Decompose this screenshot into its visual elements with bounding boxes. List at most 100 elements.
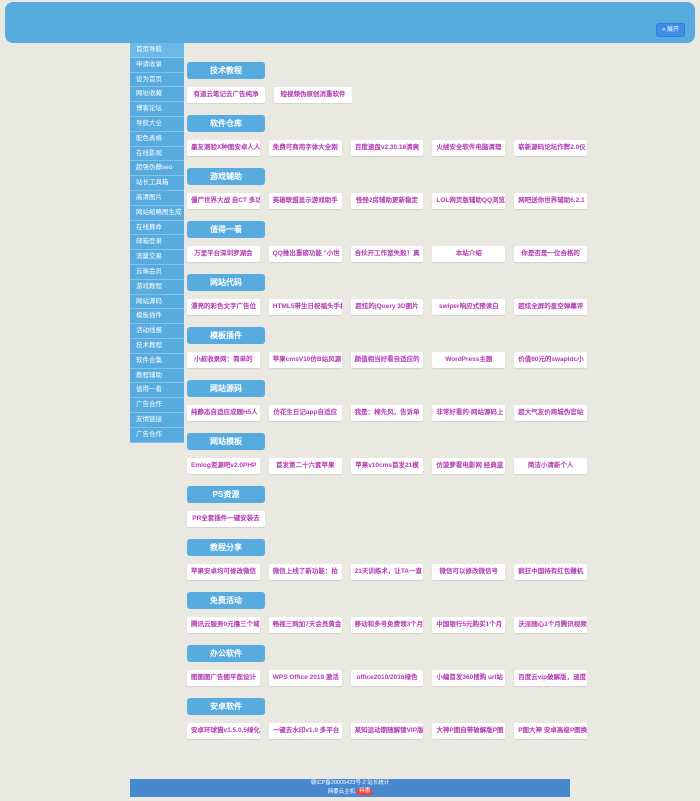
sidebar-item[interactable]: 设为首页 bbox=[130, 73, 184, 88]
link-button[interactable]: Emlog资源吧v2.0PHP bbox=[187, 458, 260, 474]
sidebar-item[interactable]: 软件合集 bbox=[130, 354, 184, 369]
link-button[interactable]: 非常好看的-网站源码上 bbox=[432, 405, 506, 421]
section-header[interactable]: 免费活动 bbox=[187, 592, 265, 609]
link-button[interactable]: WPS Office 2019 激活 bbox=[268, 670, 342, 686]
sidebar-item[interactable]: 超强伪静seo bbox=[130, 161, 184, 177]
link-button[interactable]: 短视频伪原创消重软件 bbox=[274, 87, 352, 103]
link-button[interactable]: 苹果安卓均可修改微信 bbox=[187, 564, 260, 580]
link-button[interactable]: 21天训练术，让TA一直 bbox=[350, 564, 424, 580]
link-button[interactable]: 火绒安全软件电脑清理 bbox=[432, 140, 506, 156]
section-header[interactable]: 教程分享 bbox=[187, 539, 265, 556]
sidebar-item[interactable]: 流量交易 bbox=[130, 250, 184, 265]
section-header[interactable]: 网站源码 bbox=[187, 380, 265, 397]
sidebar-item[interactable]: 技术教程 bbox=[130, 339, 184, 354]
footer-host-link[interactable]: 网委云主机 bbox=[327, 789, 356, 795]
link-button[interactable]: 一键去水印v1.0 多平台 bbox=[268, 723, 342, 739]
link-button[interactable]: 超炫的jQuery 3D图片 bbox=[350, 299, 424, 315]
sidebar-item[interactable]: 值得一看 bbox=[130, 383, 184, 399]
sidebar-item[interactable]: 广告合作 bbox=[130, 428, 184, 443]
link-button[interactable]: 网吧送你世界辅助6.2.1 bbox=[514, 193, 587, 209]
section-header[interactable]: 安卓软件 bbox=[187, 698, 265, 715]
section-header[interactable]: PS资源 bbox=[187, 486, 265, 503]
sidebar-item[interactable]: 网址收藏 bbox=[130, 87, 184, 103]
link-button[interactable]: 本站介绍 bbox=[432, 246, 506, 262]
link-button[interactable]: QQ推出重磅功能 "小世 bbox=[268, 246, 342, 262]
link-button[interactable]: 苹果v10cms首发21模 bbox=[350, 458, 424, 474]
link-button[interactable]: P图大神 安卓高级P图换 bbox=[514, 723, 587, 739]
sidebar-item[interactable]: 在线算命 bbox=[130, 221, 184, 236]
link-button[interactable]: 超炫全屏的星空弹幕评 bbox=[514, 299, 587, 315]
section-header[interactable]: 网站模板 bbox=[187, 433, 265, 450]
link-button[interactable]: 苹果cmsV10仿B站风源 bbox=[268, 352, 342, 368]
link-button[interactable]: 仿花生日记app自适应 bbox=[268, 405, 342, 421]
link-button[interactable]: 沃派随心1个月腾讯视频 bbox=[514, 617, 587, 633]
link-button[interactable]: 大神P图自带破解版P图 bbox=[432, 723, 506, 739]
link-button[interactable]: 微信上线了新功能：拍 bbox=[268, 564, 342, 580]
section-header[interactable]: 网站代码 bbox=[187, 274, 265, 291]
sidebar-item[interactable]: 友情链接 bbox=[130, 413, 184, 428]
link-button[interactable]: 你是否是一位合格的 bbox=[514, 246, 587, 262]
link-button[interactable]: 某知运动期随解锁VIP版 bbox=[350, 723, 424, 739]
sidebar-item[interactable]: 网站源码 bbox=[130, 295, 184, 310]
link-button[interactable]: 怪怪2房辅助更新稳定 bbox=[350, 193, 424, 209]
sidebar-item[interactable]: 配色表格 bbox=[130, 132, 184, 147]
link-button[interactable]: 图图图广告图平面设计 bbox=[187, 670, 260, 686]
link-button[interactable]: 首发第二十六套苹果 bbox=[268, 458, 342, 474]
sidebar-item[interactable]: 网站缩略图生成 bbox=[130, 206, 184, 221]
sidebar-item[interactable]: 首页导航 bbox=[130, 43, 184, 58]
link-button[interactable]: 英雄联盟显示游戏助手 bbox=[268, 193, 342, 209]
link-button[interactable]: 安卓环球猫v1.5.0.5绿化 bbox=[187, 723, 260, 739]
sidebar-item[interactable]: 高清图片 bbox=[130, 191, 184, 206]
sidebar-item[interactable]: 在线影视 bbox=[130, 147, 184, 162]
link-button[interactable]: WordPress主题 bbox=[432, 352, 506, 368]
sidebar-item[interactable]: 广告合作 bbox=[130, 398, 184, 413]
link-button[interactable]: 价值60元的swapidc小 bbox=[514, 352, 587, 368]
link-button[interactable]: 免费可商用字体大全刚 bbox=[268, 140, 342, 156]
sidebar-item[interactable]: 申请收录 bbox=[130, 58, 184, 73]
link-button[interactable]: 微信可以修改微信号 bbox=[432, 564, 506, 580]
sidebar-item[interactable]: 站长工具箱 bbox=[130, 176, 184, 191]
link-button[interactable]: 百度速盘v2.30.18清爽 bbox=[350, 140, 424, 156]
section-header[interactable]: 软件仓库 bbox=[187, 115, 265, 132]
sidebar-item[interactable]: 游戏教程 bbox=[130, 280, 184, 295]
link-button[interactable]: 中国银行5元购买1个月 bbox=[432, 617, 506, 633]
link-button[interactable]: 疯狂中国持有红包赚机 bbox=[514, 564, 587, 580]
link-button[interactable]: 有道云笔记去广告纯净 bbox=[187, 87, 265, 103]
link-button[interactable]: HTML5带生日祝福头手机 bbox=[268, 299, 342, 315]
link-button[interactable]: 墨友测验X种图安卓人人 bbox=[187, 140, 260, 156]
link-button[interactable]: 我是：棉先风，告诉单 bbox=[350, 405, 424, 421]
link-button[interactable]: swiper响应式预读白 bbox=[432, 299, 506, 315]
section-header[interactable]: 办公软件 bbox=[187, 645, 265, 662]
link-button[interactable]: 仿菠萝看电影网 经典蓝 bbox=[432, 458, 506, 474]
link-button[interactable]: 漂亮的彩色文字广告位 bbox=[187, 299, 260, 315]
sidebar-item[interactable]: 活动线报 bbox=[130, 324, 184, 339]
link-button[interactable]: 移动和多号免费领3个月 bbox=[350, 617, 424, 633]
link-button[interactable]: 崭新源码论坛作弊2.0仪 bbox=[514, 140, 587, 156]
sidebar-item[interactable]: 导航大全 bbox=[130, 117, 184, 132]
sidebar-item[interactable]: 模板插件 bbox=[130, 309, 184, 325]
sidebar-item[interactable]: 邮箱登录 bbox=[130, 235, 184, 251]
link-button[interactable]: 畅视三网加7天会员黄金 bbox=[268, 617, 342, 633]
sidebar-item[interactable]: 博客论坛 bbox=[130, 102, 184, 117]
link-button[interactable]: 纯静态自适应成题H5人 bbox=[187, 405, 260, 421]
link-button[interactable]: 合伙开工作室失败！真 bbox=[350, 246, 424, 262]
link-button[interactable]: LOL网页版辅助QQ浏览 bbox=[432, 193, 506, 209]
section-header[interactable]: 游戏辅助 bbox=[187, 168, 265, 185]
link-button[interactable]: PR全套插件一键安装去 bbox=[187, 511, 265, 527]
link-button[interactable]: 简洁小清新个人 bbox=[514, 458, 587, 474]
section-header[interactable]: 值得一看 bbox=[187, 221, 265, 238]
section-header[interactable]: 模板插件 bbox=[187, 327, 265, 344]
link-button[interactable]: office2010/2016绿色 bbox=[350, 670, 424, 686]
sidebar-item[interactable]: 云端会员 bbox=[130, 265, 184, 280]
link-button[interactable]: 小编首发360搜购 url站 bbox=[432, 670, 506, 686]
link-button[interactable]: 超大气友价商城伪官站 bbox=[514, 405, 587, 421]
link-button[interactable]: 百度云vip破解版，速度 bbox=[514, 670, 587, 686]
expand-button[interactable]: « 展开 bbox=[655, 23, 685, 37]
link-button[interactable]: 僵尸世界大战 自CT 多功 bbox=[187, 193, 260, 209]
link-button[interactable]: 腾讯云服务0元撸三个域 bbox=[187, 617, 260, 633]
link-button[interactable]: 万里平台深圳罗湖会 bbox=[187, 246, 260, 262]
section-header[interactable]: 技术教程 bbox=[187, 62, 265, 79]
link-button[interactable]: 颜值相当好看自适应的 bbox=[350, 352, 424, 368]
sidebar-item[interactable]: 教程辅助 bbox=[130, 369, 184, 384]
link-button[interactable]: 小叔收录网：简单的 bbox=[187, 352, 260, 368]
